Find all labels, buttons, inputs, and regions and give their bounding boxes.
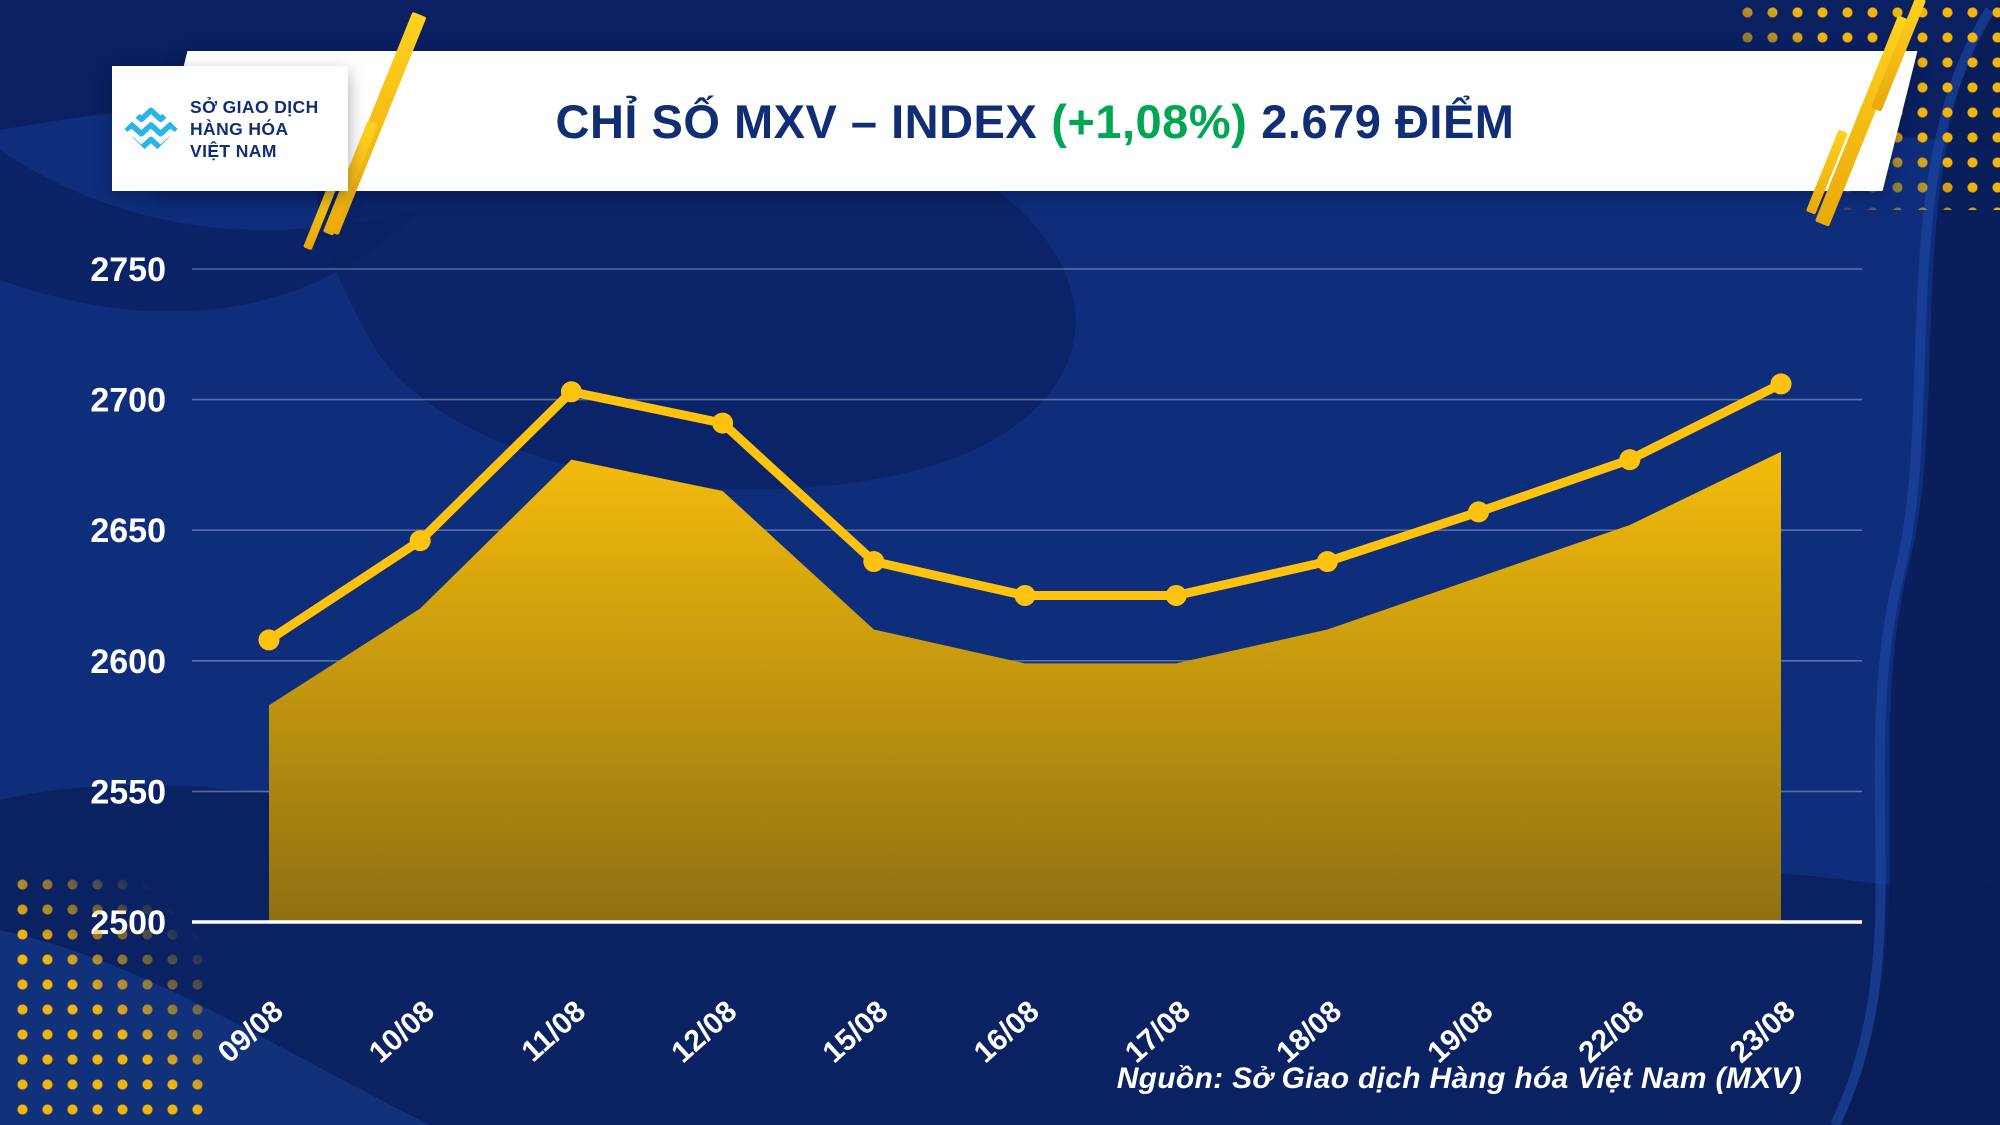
x-axis-label: 09/08 — [212, 995, 290, 1070]
y-axis-label: 2600 — [90, 643, 166, 681]
chart-title: CHỈ SỐ MXV – INDEX (+1,08%) 2.679 ĐIỂM — [320, 51, 1750, 191]
x-axis-label: 18/08 — [1270, 995, 1348, 1070]
x-axis-label: 16/08 — [968, 995, 1046, 1070]
dot-grid-bottom-left — [10, 872, 205, 1125]
area-fill — [269, 451, 1781, 922]
title-prefix: CHỈ SỐ MXV – INDEX — [555, 94, 1038, 148]
wave-right — [1840, 0, 2000, 1125]
x-axis-label: 10/08 — [363, 995, 441, 1070]
data-point-marker — [1316, 551, 1338, 573]
x-axis-label: 11/08 — [515, 995, 592, 1069]
y-axis-label: 2700 — [90, 382, 166, 420]
x-axis-label: 12/08 — [665, 995, 743, 1070]
x-axis-label: 23/08 — [1724, 995, 1802, 1070]
x-axis-label: 17/08 — [1119, 995, 1197, 1070]
data-point-marker — [258, 629, 280, 651]
x-axis-label: 15/08 — [817, 995, 895, 1070]
mxv-logo-text: SỞ GIAO DỊCH HÀNG HÓA VIỆT NAM — [190, 96, 319, 162]
logo-line-1: SỞ GIAO DỊCH — [190, 96, 319, 117]
logo-line-3: VIỆT NAM — [190, 140, 277, 161]
title-change-badge: (+1,08%) — [1051, 94, 1248, 148]
data-point-marker — [409, 530, 431, 552]
data-point-marker — [1014, 585, 1036, 606]
mxv-logo-card: SỞ GIAO DỊCH HÀNG HÓA VIỆT NAM — [112, 66, 348, 191]
data-point-marker — [1619, 449, 1641, 471]
y-axis-label: 2750 — [90, 251, 166, 289]
logo-line-2: HÀNG HÓA — [190, 118, 289, 139]
mxv-logo-icon — [124, 107, 178, 151]
data-point-marker — [1468, 501, 1490, 523]
y-axis-label: 2650 — [90, 512, 166, 550]
wave-left — [0, 150, 420, 312]
y-axis-label: 2550 — [90, 773, 166, 811]
data-point-marker — [560, 381, 582, 403]
source-credit: Nguồn: Sở Giao dịch Hàng hóa Việt Nam (M… — [1116, 1062, 1802, 1095]
title-points: 2.679 ĐIỂM — [1261, 94, 1515, 148]
data-point-marker — [712, 412, 734, 434]
x-axis-label: 19/08 — [1421, 995, 1499, 1070]
x-axis-label: 22/08 — [1573, 995, 1651, 1070]
data-point-marker — [863, 551, 885, 573]
data-point-marker — [1165, 585, 1187, 606]
data-point-marker — [1770, 373, 1792, 395]
